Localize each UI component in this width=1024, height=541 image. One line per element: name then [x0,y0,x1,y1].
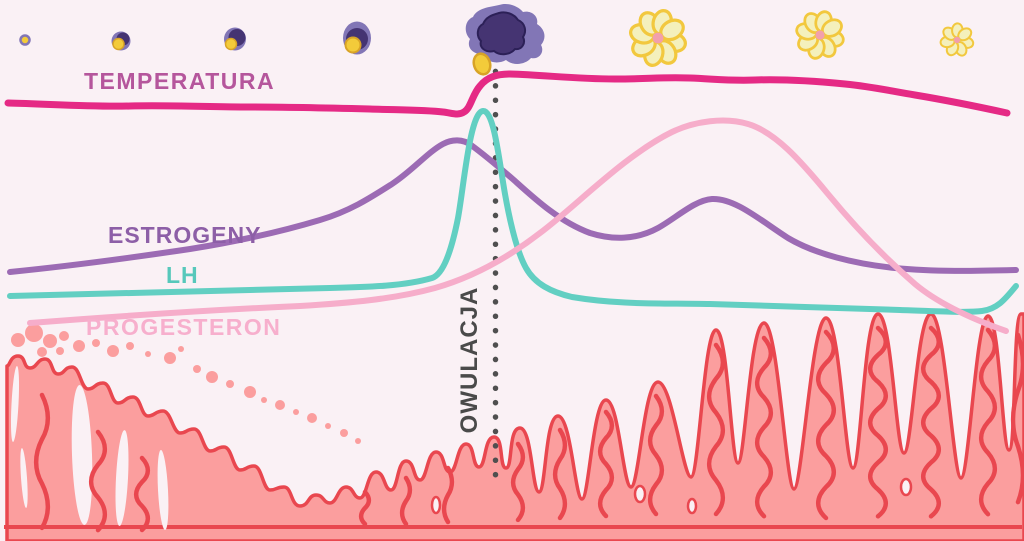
ovulating-follicle-icon [465,3,545,76]
endometrium-lining-shape [5,312,1024,541]
oocyte-icon [472,52,492,76]
primary-follicle-icon [111,31,131,51]
primordial-follicle-icon [19,34,31,46]
secondary-follicle-icon [224,27,246,51]
follicle-phase-icons [19,3,975,76]
estrogen-label: ESTROGENY [108,222,262,248]
corpus-luteum-flower-icon [629,9,687,67]
ovulation-label: OWULACJA [456,286,483,434]
corpus-luteum-icons [629,9,975,67]
progesterone-curve [27,117,1009,334]
temperature-curve [4,70,1011,118]
graafian-follicle-icon [343,21,371,55]
menstruation-shedding-dots [11,324,361,444]
progesterone-label: PROGESTERON [86,314,282,340]
estrogen-curve [7,137,1019,275]
temperature-label: TEMPERATURA [84,68,276,94]
endometrium-illustration [4,312,1024,541]
endometrium-gaps [10,366,913,530]
lh-label: LH [166,262,199,288]
endometrium-gland-squiggles [33,325,1024,533]
corpus-luteum-flower-icon [939,22,975,57]
lh-curve [7,108,1019,315]
corpus-luteum-flower-icon [795,10,845,60]
